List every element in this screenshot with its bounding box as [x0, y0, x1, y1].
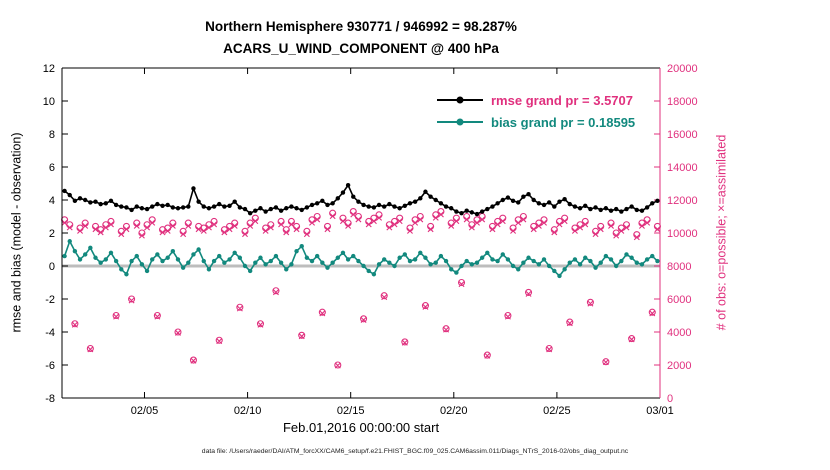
chart-subtitle: ACARS_U_WIND_COMPONENT @ 400 hPa [223, 41, 499, 56]
svg-text:-4: -4 [45, 327, 55, 339]
svg-text:2: 2 [49, 228, 55, 240]
svg-text:-8: -8 [45, 393, 55, 405]
y-axis-label-left: rmse and bias (model - observation) [9, 132, 24, 333]
x-axis-label: Feb.01,2016 00:00:00 start [282, 420, 440, 435]
svg-text:0: 0 [49, 261, 55, 273]
obs-assimilated-markers [61, 211, 661, 369]
axis-box [61, 67, 661, 399]
svg-text:8: 8 [49, 129, 55, 141]
svg-text:14000: 14000 [667, 162, 698, 174]
svg-text:4: 4 [49, 195, 55, 207]
bias-series [62, 239, 660, 279]
svg-text:12000: 12000 [667, 195, 698, 207]
svg-text:6000: 6000 [667, 294, 691, 306]
svg-text:10000: 10000 [667, 228, 698, 240]
rmse-dot-icon [456, 96, 464, 104]
svg-text:10: 10 [43, 96, 55, 108]
svg-text:02/05: 02/05 [131, 405, 159, 417]
svg-text:02/25: 02/25 [543, 405, 571, 417]
svg-text:02/15: 02/15 [337, 405, 365, 417]
bias-line-swatch-icon [437, 118, 483, 126]
y-axis-label-right: # of obs: o=possible; ×=assimilated [714, 134, 729, 331]
rmse-line-swatch-icon [437, 96, 483, 104]
svg-text:20000: 20000 [667, 63, 698, 75]
bias-dot-icon [456, 118, 464, 126]
legend-label-rmse: rmse grand pr = 3.5707 [491, 92, 633, 108]
svg-text:0: 0 [667, 393, 673, 405]
svg-text:02/20: 02/20 [440, 405, 468, 417]
svg-text:2000: 2000 [667, 360, 691, 372]
legend-entry-bias: bias grand pr = 0.18595 [437, 111, 635, 133]
rmse-series [62, 182, 660, 217]
svg-text:-2: -2 [45, 294, 55, 306]
svg-text:6: 6 [49, 162, 55, 174]
axis-ticks-and-labels: -8 -6 -4 -2 0 2 4 6 8 10 12 0 2000 4000 6000 8000 10000 1… [43, 63, 698, 417]
legend-entry-rmse: rmse grand pr = 3.5707 [437, 89, 635, 111]
svg-text:18000: 18000 [667, 96, 698, 108]
legend: rmse grand pr = 3.5707 bias grand pr = 0… [437, 89, 635, 133]
svg-text:-6: -6 [45, 360, 55, 372]
svg-text:8000: 8000 [667, 261, 691, 273]
datafile-note: data file: /Users/raeder/DAI/ATM_forcXX/… [201, 448, 629, 455]
svg-text:4000: 4000 [667, 327, 691, 339]
legend-label-bias: bias grand pr = 0.18595 [491, 114, 636, 130]
svg-text:16000: 16000 [667, 129, 698, 141]
chart-title: Northern Hemisphere 930771 / 946992 = 98… [205, 19, 517, 34]
svg-text:03/01: 03/01 [646, 405, 674, 417]
obs-possible-markers [61, 208, 661, 369]
svg-text:02/10: 02/10 [234, 405, 262, 417]
svg-text:12: 12 [43, 63, 55, 75]
